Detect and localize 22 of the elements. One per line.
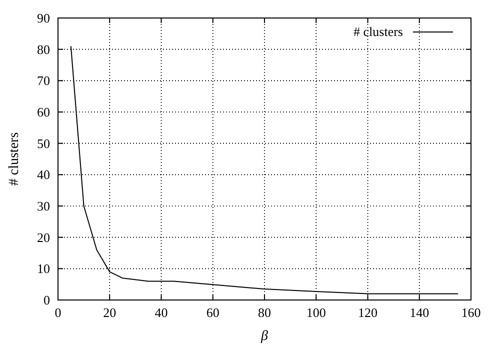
y-tick-label: 80 (37, 42, 50, 57)
y-axis-title: # clusters (7, 132, 22, 186)
x-tick-label: 20 (103, 305, 116, 320)
y-tick-label: 90 (37, 10, 50, 26)
legend-label: # clusters (354, 24, 403, 39)
y-tick-label: 30 (37, 198, 50, 214)
x-tick-label: 60 (206, 305, 220, 320)
x-tick-label: 120 (358, 305, 378, 320)
x-tick-label: 140 (410, 305, 430, 320)
x-tick-label: 80 (258, 305, 271, 320)
x-axis-title: β (260, 329, 268, 344)
y-tick-label: 70 (37, 73, 50, 88)
y-tick-label: 50 (37, 136, 50, 151)
y-tick-label: 60 (37, 104, 50, 120)
x-tick-label: 160 (461, 305, 481, 320)
y-tick-label: 0 (44, 292, 50, 308)
y-tick-label: 20 (37, 230, 50, 245)
x-tick-label: 0 (54, 305, 62, 320)
x-tick-label: 40 (154, 305, 168, 320)
x-tick-label: 100 (306, 305, 326, 320)
y-tick-label: 10 (37, 261, 50, 276)
y-tick-label: 40 (37, 167, 50, 182)
